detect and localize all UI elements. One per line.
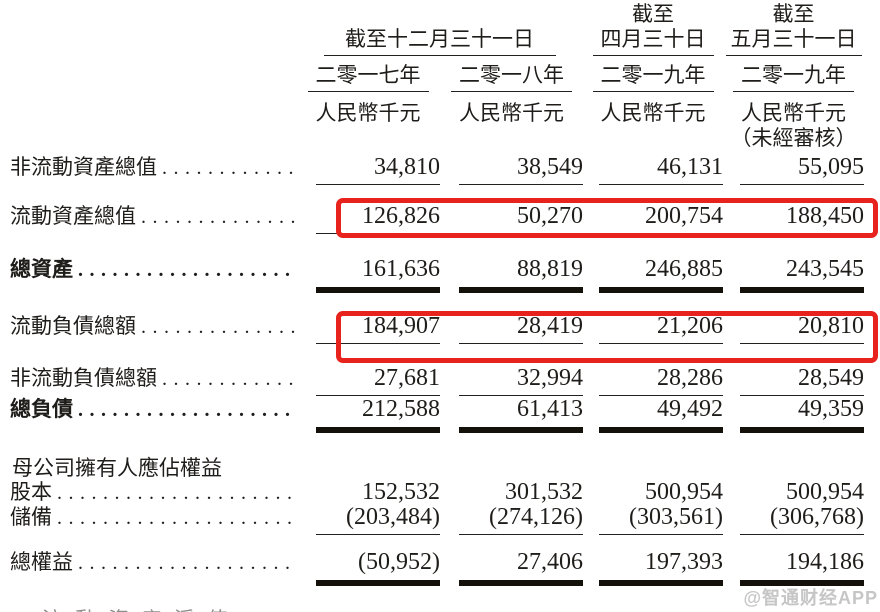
cell-value: 212,588 (316, 396, 440, 433)
cell-value: 21,206 (599, 313, 723, 344)
header-line-pre: 截至 截至 (0, 2, 880, 27)
dot-leader: ........................................… (78, 399, 296, 421)
row-label: 非流動資產總值 ................................… (0, 154, 296, 181)
header-line-years: 二零一七年 二零一八年 二零一九年 二零一九年 (0, 63, 880, 92)
cell-value: 27,681 (316, 365, 440, 396)
row-label: 儲備 .....................................… (10, 505, 296, 529)
cell-value: (50,952) (316, 549, 440, 586)
cell-value: 49,492 (599, 396, 723, 433)
year-col3: 二零一九年 (592, 63, 714, 92)
dot-leader: ........................................… (162, 157, 296, 179)
cell-value: 152,532 (362, 479, 440, 505)
dot-leader: ........................................… (162, 368, 296, 390)
cell-value: 197,393 (599, 549, 723, 586)
row-label: 總負債 ....................................… (10, 397, 296, 421)
cell-value: 27,406 (459, 549, 583, 586)
row-total-liabilities: 總負債 ....................................… (0, 396, 880, 433)
cell-value: 32,994 (459, 365, 583, 396)
cell-value: 46,131 (599, 154, 723, 185)
dot-leader: ........................................… (141, 206, 296, 228)
cell-value: 246,885 (599, 256, 723, 293)
row-total-assets: 總資產 ....................................… (0, 256, 880, 293)
clipped-bottom-row: 流動資產淨值 (42, 600, 442, 612)
dot-leader: ........................................… (78, 552, 296, 574)
cell-value: 194,186 (740, 549, 864, 586)
cell-value: 20,810 (740, 313, 864, 344)
header-col3-label: 四月三十日 (592, 27, 714, 56)
cell-value: 55,095 (740, 154, 864, 185)
cell-value: (203,484) (316, 504, 440, 535)
cell-value: 243,545 (740, 256, 864, 293)
year-col4: 二零一九年 (733, 63, 854, 92)
header-group-cell: 截至十二月三十一日 (296, 27, 583, 56)
header-col3-pre: 截至 (632, 2, 674, 26)
row-label: 流動資產總值 .................................… (0, 203, 296, 230)
header-line-currency: 人民幣千元 人民幣千元 人民幣千元 人民幣千元 (0, 101, 880, 126)
row-label: 流動負債總額 .................................… (0, 313, 296, 340)
row-label: 總權益 ....................................… (10, 550, 296, 574)
dot-leader: ........................................… (57, 482, 296, 504)
year-col1: 二零一七年 (307, 63, 429, 92)
currency-col3: 人民幣千元 (600, 101, 706, 125)
cell-value: 301,532 (505, 479, 583, 505)
header-col3-cell: 四月三十日 (583, 27, 723, 56)
cell-value: 28,286 (599, 365, 723, 396)
table-header: 截至 截至 截至十二月三十一日 四月三十日 五月三十一日 二零一七年 二零一八年… (0, 2, 880, 151)
cell-value: 500,954 (645, 479, 723, 505)
row-label: 股本 .....................................… (10, 480, 296, 504)
dot-leader: ........................................… (57, 507, 296, 529)
header-col4-label: 五月三十一日 (725, 27, 862, 56)
row-current-liabilities: 流動負債總額 .................................… (0, 313, 880, 344)
cell-value: 50,270 (459, 203, 583, 234)
cell-value: 28,419 (459, 313, 583, 344)
header-line-period: 截至十二月三十一日 四月三十日 五月三十一日 (0, 27, 880, 56)
row-share-capital: 股本 .....................................… (0, 479, 880, 508)
cell-value: 88,819 (459, 256, 583, 293)
cell-value: 61,413 (459, 396, 583, 433)
year-col2: 二零一八年 (451, 63, 572, 92)
row-current-assets: 流動資產總值 .................................… (0, 203, 880, 234)
currency-col2: 人民幣千元 (459, 101, 564, 125)
row-label: 非流動負債總額 ................................… (0, 365, 296, 392)
cell-value: 34,810 (316, 154, 440, 185)
row-label: 總資產 ....................................… (10, 257, 296, 281)
cell-value: 184,907 (316, 313, 440, 344)
header-group-label: 截至十二月三十一日 (323, 27, 556, 56)
currency-col4: 人民幣千元 (741, 101, 846, 125)
row-reserves: 儲備 .....................................… (0, 504, 880, 535)
dot-leader: ........................................… (78, 259, 296, 281)
watermark-zhitong-caijing: @智通财经APP (743, 588, 878, 608)
header-col4-cell: 五月三十一日 (723, 27, 864, 56)
unaudited-note: （未經審核） (730, 126, 857, 150)
cell-value: (303,561) (599, 504, 723, 535)
highlight-box-current-liabilities (336, 311, 878, 363)
cell-value: 28,549 (740, 365, 864, 396)
row-non-current-liabilities: 非流動負債總額 ................................… (0, 365, 880, 396)
cell-value: (274,126) (459, 504, 583, 535)
header-col4-pre: 截至 (772, 2, 815, 26)
section-header-equity: 母公司擁有人應佔權益 (12, 456, 222, 480)
header-line-unaudited: （未經審核） (0, 126, 880, 151)
cell-value: 38,549 (459, 154, 583, 185)
currency-col1: 人民幣千元 (315, 101, 421, 125)
row-non-current-assets: 非流動資產總值 ................................… (0, 154, 880, 185)
cell-value: 49,359 (740, 396, 864, 433)
row-total-equity: 總權益 ....................................… (0, 549, 880, 586)
dot-leader: ........................................… (141, 316, 296, 338)
cell-value: (306,768) (740, 504, 864, 535)
cell-value: 500,954 (786, 479, 864, 505)
highlight-box-current-assets (336, 198, 878, 238)
cell-value: 161,636 (316, 256, 440, 293)
